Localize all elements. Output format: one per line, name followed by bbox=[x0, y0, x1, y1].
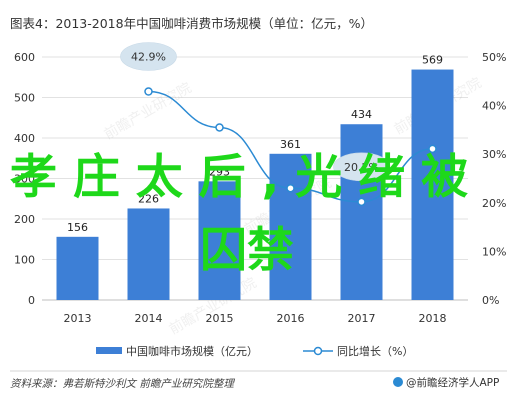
logo: @前瞻经济学人APP bbox=[393, 376, 499, 389]
legend-swatch-marker bbox=[313, 346, 323, 356]
x-axis-ticks: 2013 2014 2015 2016 2017 2018 bbox=[64, 312, 447, 325]
growth-label-text: 42.9% bbox=[131, 51, 166, 64]
left-axis-tick-label: 200 bbox=[14, 213, 35, 226]
left-axis-tick-label: 0 bbox=[28, 294, 35, 307]
right-axis-tick-label: 50% bbox=[482, 51, 506, 64]
right-axis-tick-label: 40% bbox=[482, 100, 506, 113]
overlay-text-line2: 囚禁 bbox=[200, 223, 294, 278]
x-axis-tick-label: 2016 bbox=[277, 312, 305, 325]
x-axis-tick-label: 2018 bbox=[419, 312, 447, 325]
x-axis-tick-label: 2013 bbox=[64, 312, 92, 325]
grid-layer bbox=[42, 56, 468, 301]
x-axis-tick-label: 2017 bbox=[348, 312, 376, 325]
bar-value-label: 293 bbox=[209, 165, 230, 178]
bar-value-label: 434 bbox=[351, 108, 372, 121]
bar-value-label: 569 bbox=[422, 54, 443, 67]
bar-value-label: 361 bbox=[280, 138, 301, 151]
legend-label-line: 同比增长（%） bbox=[337, 344, 413, 358]
growth-point bbox=[144, 87, 153, 96]
left-axis-tick-label: 500 bbox=[14, 92, 35, 105]
growth-label-bubble bbox=[333, 152, 390, 182]
bar bbox=[411, 69, 454, 301]
x-axis-tick-label: 2015 bbox=[206, 312, 234, 325]
legend: 中国咖啡市场规模（亿元） 同比增长（%） bbox=[96, 344, 413, 358]
legend-label-bar: 中国咖啡市场规模（亿元） bbox=[126, 344, 258, 358]
x-axis-tick-label: 2014 bbox=[135, 312, 163, 325]
overlay-text: 孝庄太后,光绪被 囚禁 bbox=[10, 150, 468, 278]
bar bbox=[56, 236, 99, 300]
bar-value-label: 226 bbox=[138, 192, 159, 205]
bar-labels-layer: 156 226 293 361 434 569 bbox=[67, 54, 443, 234]
logo-text: @前瞻经济学人APP bbox=[406, 376, 499, 389]
left-axis-tick-label: 400 bbox=[14, 132, 35, 145]
right-axis-tick-label: 20% bbox=[482, 197, 506, 210]
chart-title: 图表4：2013-2018年中国咖啡消费市场规模（单位：亿元，%） bbox=[10, 16, 373, 31]
bar bbox=[198, 181, 241, 300]
growth-point bbox=[357, 197, 366, 207]
left-axis-tick-label: 600 bbox=[14, 51, 35, 64]
bar bbox=[127, 208, 170, 300]
left-axis-tick-label: 100 bbox=[14, 254, 35, 267]
growth-point bbox=[286, 183, 295, 193]
logo-icon bbox=[393, 377, 403, 387]
bar bbox=[269, 153, 312, 300]
right-axis-tick-label: 0% bbox=[482, 294, 499, 307]
legend-swatch-bar bbox=[96, 347, 122, 354]
left-axis-ticks: 0 100 200 300 400 500 600 bbox=[14, 51, 35, 307]
growth-point bbox=[428, 144, 437, 154]
right-axis-tick-label: 10% bbox=[482, 245, 506, 258]
source-note: 资料来源：弗若斯特沙利文 前瞻产业研究院整理 bbox=[10, 378, 235, 390]
bar-value-label: 156 bbox=[67, 221, 88, 234]
overlay-text-line1: 孝庄太后,光绪被 bbox=[10, 150, 468, 205]
right-axis-ticks: 0% 10% 20% 30% 40% 50% bbox=[482, 51, 506, 307]
growth-label-text: 20.2% bbox=[344, 161, 379, 174]
right-axis-tick-label: 30% bbox=[482, 148, 506, 161]
growth-point bbox=[215, 123, 224, 132]
line-layer: 42.9% 20.2% bbox=[120, 42, 437, 207]
growth-label-bubble bbox=[120, 42, 177, 71]
bars-layer bbox=[56, 69, 454, 301]
left-axis-tick-label: 300 bbox=[14, 173, 35, 186]
